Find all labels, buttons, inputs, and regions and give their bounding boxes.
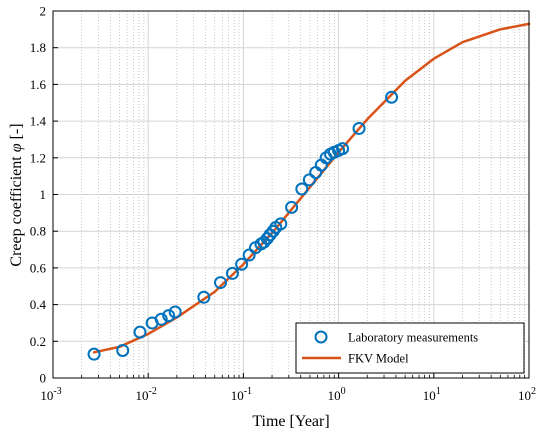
y-axis-title-suffix: [-] <box>8 123 25 143</box>
measurement-point <box>235 257 249 271</box>
y-tick-label: 1.6 <box>30 77 47 92</box>
x-tick-label-exponent: -2 <box>149 386 157 397</box>
measurement-point <box>352 121 366 135</box>
measurement-point <box>154 312 168 326</box>
x-tick-label-base: 10 <box>136 388 149 403</box>
y-axis-title-prefix: Creep coefficient <box>8 152 25 266</box>
x-tick-label-exponent: 0 <box>341 386 346 397</box>
x-tick-label: 100 <box>328 386 346 403</box>
tick-layer: 10-3 10-2 10-1 100 101 10200.20.40.60.811.21.… <box>30 4 536 404</box>
x-tick-label: 10-3 <box>40 386 61 403</box>
y-axis-title: Creep coefficient φ [-] <box>8 123 25 266</box>
measurement-point <box>197 290 211 304</box>
series-layer <box>87 22 531 361</box>
y-tick-label: 1.2 <box>30 150 46 165</box>
y-tick-label: 0 <box>40 371 47 386</box>
x-tick-label: 102 <box>518 386 536 403</box>
measurement-point <box>274 217 288 231</box>
measurement-point <box>336 142 350 156</box>
x-tick-label-base: 10 <box>231 388 244 403</box>
measurement-point <box>225 266 239 280</box>
measurement-point <box>302 173 316 187</box>
x-tick-label-exponent: -1 <box>244 386 252 397</box>
y-tick-label: 0.4 <box>30 297 47 312</box>
legend-marker-measurements <box>314 330 328 344</box>
y-tick-label: 1.8 <box>30 40 46 55</box>
measurement-point <box>385 90 399 104</box>
x-tick-label: 101 <box>423 386 441 403</box>
measurement-point <box>133 325 147 339</box>
x-tick-label-exponent: -3 <box>53 386 61 397</box>
x-tick-label-base: 10 <box>40 388 53 403</box>
y-tick-label: 0.8 <box>30 224 46 239</box>
y-tick-label: 2 <box>40 4 47 19</box>
x-axis-title: Time [Year] <box>252 413 329 430</box>
x-tick-label: 10-1 <box>231 386 252 403</box>
y-axis-title-symbol: φ <box>8 143 25 152</box>
legend: Laboratory measurements FKV Model <box>295 322 525 374</box>
measurement-point <box>162 309 176 323</box>
measurement-point <box>116 343 130 357</box>
y-tick-label: 1 <box>40 187 47 202</box>
fkv-model-line <box>92 22 531 354</box>
y-tick-label: 0.6 <box>30 260 47 275</box>
measurement-point <box>295 182 309 196</box>
x-tick-label-exponent: 2 <box>531 386 536 397</box>
x-tick-label-exponent: 1 <box>436 386 441 397</box>
legend-box <box>295 322 525 374</box>
measurement-point <box>168 305 182 319</box>
measurement-point <box>87 347 101 361</box>
x-tick-label-base: 10 <box>328 388 341 403</box>
x-tick-label: 10-2 <box>136 386 157 403</box>
legend-label-measurements: Laboratory measurements <box>348 331 478 345</box>
x-tick-label-base: 10 <box>518 388 531 403</box>
measurement-point <box>242 248 256 262</box>
measurement-point <box>214 276 228 290</box>
y-tick-label: 0.2 <box>30 334 46 349</box>
x-tick-label-base: 10 <box>423 388 436 403</box>
y-tick-label: 1.4 <box>30 114 47 129</box>
measurement-point <box>285 200 299 214</box>
legend-label-model: FKV Model <box>348 352 409 366</box>
